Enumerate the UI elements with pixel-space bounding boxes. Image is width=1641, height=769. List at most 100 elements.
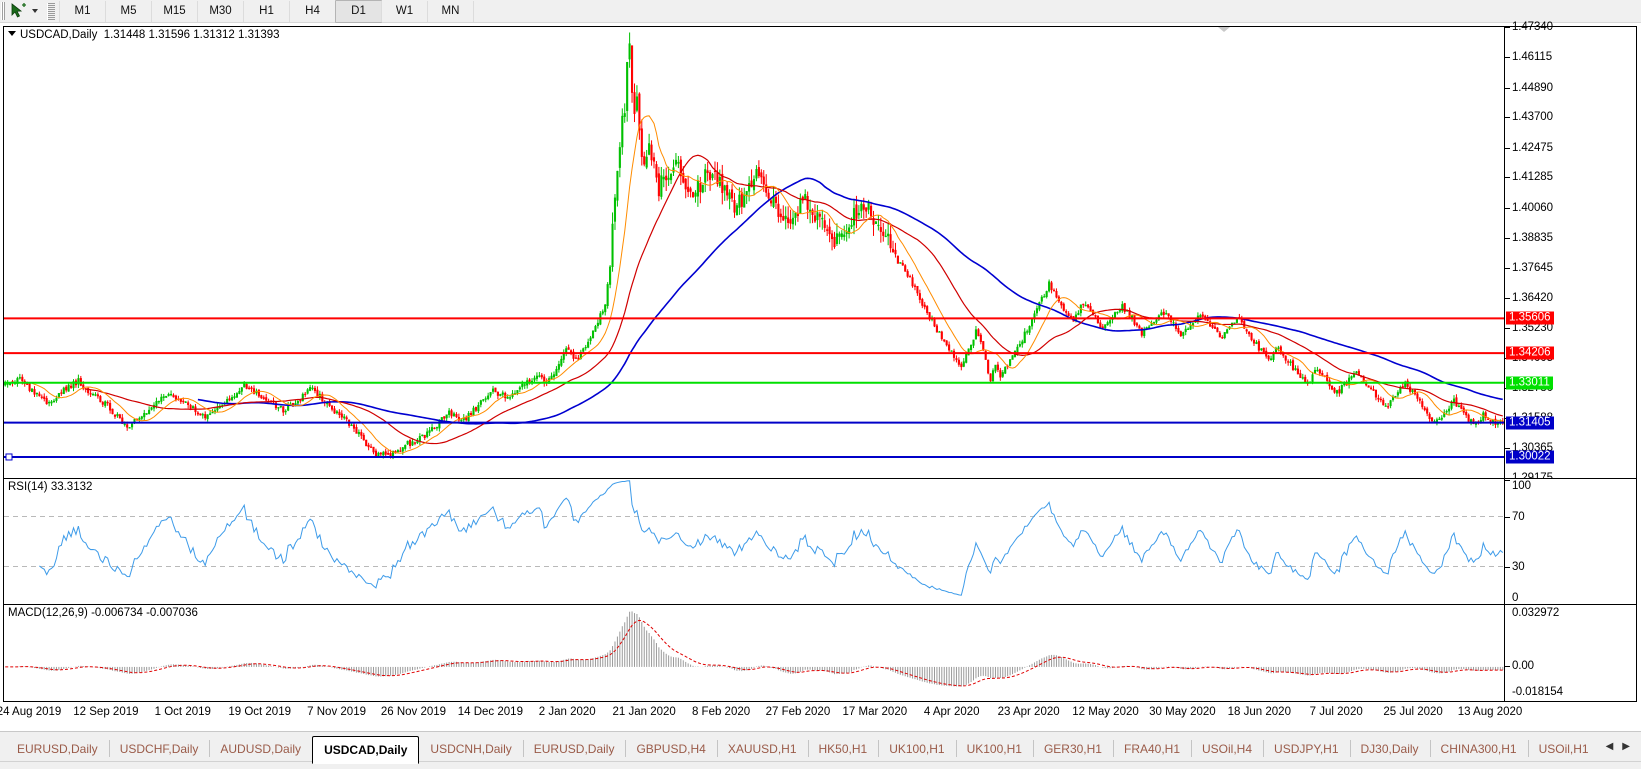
chart-tab[interactable]: USDJPY,H1: [1263, 736, 1349, 761]
date-tick-label: 19 Oct 2019: [228, 706, 291, 718]
price-tick: [1505, 147, 1510, 149]
rsi-plot[interactable]: [4, 479, 1504, 604]
date-axis[interactable]: 24 Aug 2019 12 Sep 2019 1 Oct 2019 19 Oct 2…: [0, 703, 1637, 725]
price-level-tag[interactable]: 1.31405: [1506, 416, 1554, 430]
rsi-tick: [1505, 480, 1510, 481]
date-tick-label: 26 Nov 2019: [380, 706, 447, 718]
ma-fast: [32, 116, 1503, 453]
timeframe-m5[interactable]: M5: [105, 0, 152, 22]
date-tick-label: 21 Jan 2020: [612, 706, 676, 718]
chart-tab[interactable]: FRA40,H1: [1112, 736, 1191, 761]
chart-tab[interactable]: XAUUSD,H1: [716, 736, 808, 761]
timeframe-h1[interactable]: H1: [243, 0, 290, 22]
macd-tick: [1505, 665, 1510, 667]
tab-scroll-buttons: ◀ ▶: [1606, 741, 1630, 752]
timeframe-m15[interactable]: M15: [151, 0, 198, 22]
chart-frame: USDCAD,Daily 1.31448 1.31596 1.31312 1.3…: [3, 21, 1637, 702]
chart-ohlc: 1.31448 1.31596 1.31312 1.31393: [103, 29, 280, 41]
price-tick-label: 1.36420: [1512, 292, 1553, 305]
date-tick-label: 27 Feb 2020: [765, 706, 831, 718]
date-tick-label: 12 Sep 2019: [73, 706, 139, 718]
price-tick: [1505, 267, 1510, 269]
price-pane: USDCAD,Daily 1.31448 1.31596 1.31312 1.3…: [4, 21, 1636, 484]
price-tick-label: 1.41285: [1512, 171, 1553, 184]
tab-list: EURUSD,Daily USDCHF,Daily AUDUSD,Daily USDC…: [6, 736, 1600, 764]
ma-mid: [86, 155, 1503, 443]
chart-tab[interactable]: GER30,H1: [1032, 736, 1113, 761]
chart-tab[interactable]: USOil,H4: [1191, 736, 1263, 761]
macd-histogram: [5, 611, 1503, 686]
macd-pane: MACD(12,26,9) -0.006734 -0.007036 0.0329…: [4, 605, 1636, 701]
chart-tab[interactable]: GBPUSD,H4: [625, 736, 716, 761]
macd-tick-label: 0.00: [1512, 659, 1534, 672]
timeframe-mn[interactable]: MN: [427, 0, 474, 22]
macd-plot[interactable]: [4, 605, 1504, 701]
horizontal-price-levels: [4, 318, 1504, 461]
ma-slow-line: [198, 178, 1503, 423]
rsi-threshold-lines: [4, 517, 1504, 567]
date-tick-label: 7 Nov 2019: [307, 706, 366, 718]
rsi-tick: [1505, 517, 1510, 519]
date-tick-label: 18 Jun 2020: [1227, 706, 1291, 718]
chart-tab[interactable]: UK100,H1: [955, 736, 1033, 761]
candlestick-series: [4, 32, 1504, 459]
timeframe-m30[interactable]: M30: [197, 0, 244, 22]
chart-tab[interactable]: HK50,H1: [807, 736, 879, 761]
price-tick: [1505, 117, 1510, 119]
price-canvas: [4, 27, 1504, 461]
date-tick-label: 24 Aug 2019: [0, 706, 62, 718]
price-tick: [1505, 238, 1510, 240]
price-level-tag[interactable]: 1.34206: [1506, 346, 1554, 360]
price-level-tag[interactable]: 1.33011: [1506, 376, 1553, 390]
chart-tab[interactable]: UK100,H1: [878, 736, 955, 761]
timeframe-m1[interactable]: M1: [59, 0, 106, 22]
macd-signal-line: [5, 620, 1503, 686]
date-tick-label: 4 Apr 2020: [923, 706, 980, 718]
chart-tab[interactable]: AUDUSD,Daily: [209, 736, 312, 761]
date-tick-label: 2 Jan 2020: [538, 706, 596, 718]
arrow-right-icon[interactable]: ▶: [1622, 741, 1630, 752]
chart-tab[interactable]: USDCAD,Daily: [312, 736, 420, 764]
rsi-axis[interactable]: 100 70 30 0: [1504, 479, 1636, 605]
price-tick: [1505, 327, 1510, 329]
price-tick-label: 1.42475: [1512, 141, 1553, 154]
cursor-dropdown-arrow-icon[interactable]: [29, 1, 41, 21]
chart-header: USDCAD,Daily 1.31448 1.31596 1.31312 1.3…: [8, 29, 280, 41]
macd-axis[interactable]: 0.032972 0.00 -0.018154: [1504, 605, 1636, 701]
date-tick-label: 1 Oct 2019: [154, 706, 211, 718]
toolbar-separator: [47, 2, 55, 20]
date-tick-label: 14 Dec 2019: [457, 706, 523, 718]
price-tick-label: 1.46115: [1512, 51, 1553, 64]
timeframe-d1[interactable]: D1: [335, 0, 382, 23]
rsi-tick-label: 30: [1512, 560, 1525, 573]
price-level-tag[interactable]: 1.30022: [1506, 450, 1554, 464]
price-tick-label: 1.44890: [1512, 81, 1553, 94]
chart-tab[interactable]: USDCHF,Daily: [108, 736, 210, 761]
chart-tab[interactable]: EURUSD,Daily: [522, 736, 626, 761]
chart-tab[interactable]: CHINA300,H1: [1429, 736, 1528, 761]
price-tick-label: 1.37645: [1512, 261, 1553, 274]
crosshair-cursor-icon[interactable]: [9, 1, 29, 21]
price-level-tag[interactable]: 1.35606: [1506, 311, 1554, 325]
price-tick: [1505, 177, 1510, 179]
macd-tick-label: -0.018154: [1512, 686, 1563, 698]
date-tick-label: 17 Mar 2020: [842, 706, 908, 718]
timeframe-w1[interactable]: W1: [381, 0, 428, 22]
triangle-down-icon[interactable]: [8, 31, 16, 36]
toolbar-drag-handle[interactable]: [1, 2, 7, 20]
price-axis[interactable]: 1.47340 1.46115 1.44890 1.43700 1.42475 1.412…: [1504, 21, 1636, 484]
rsi-tick-label: 70: [1512, 511, 1525, 524]
arrow-left-icon[interactable]: ◀: [1605, 741, 1614, 752]
chart-tab[interactable]: USDCNH,Daily: [430, 741, 512, 756]
chart-tab[interactable]: EURUSD,Daily: [17, 741, 98, 756]
rsi-canvas: [4, 479, 1504, 604]
level-anchor-handle[interactable]: [5, 453, 13, 461]
price-plot[interactable]: [4, 27, 1504, 478]
price-tick: [1505, 478, 1510, 479]
chart-tab[interactable]: DJ30,Daily: [1349, 736, 1430, 761]
timeframe-h4[interactable]: H4: [289, 0, 336, 22]
macd-canvas: [4, 605, 1504, 701]
chart-tab[interactable]: USOil,H1: [1527, 736, 1600, 761]
price-tick: [1505, 207, 1510, 209]
